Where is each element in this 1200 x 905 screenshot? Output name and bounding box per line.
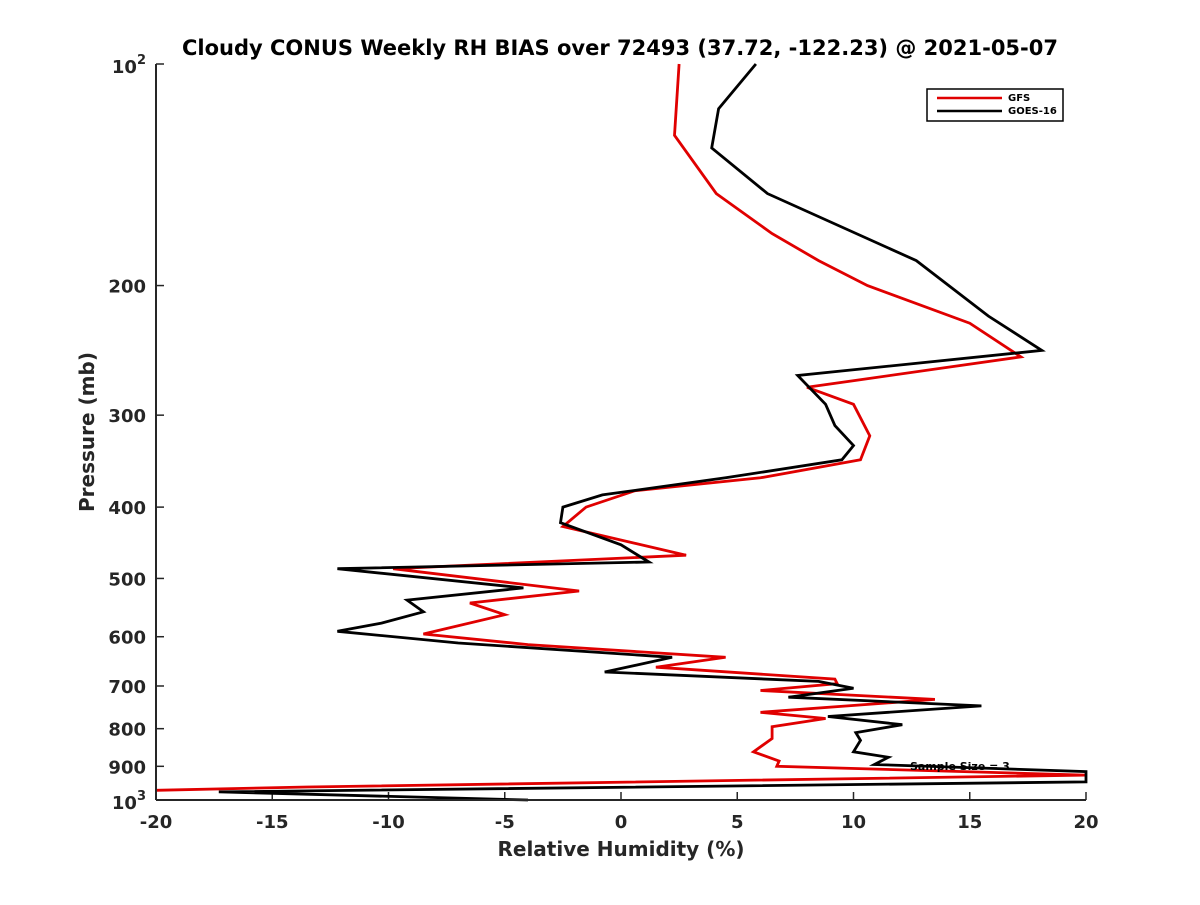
x-tick-label: 10 bbox=[841, 812, 866, 833]
sample-size-annotation: Sample Size = 3 bbox=[910, 760, 1010, 773]
y-tick-labels: 200 300 400 500 600 700 800 900 102 103 bbox=[108, 53, 146, 814]
x-tick-label: -20 bbox=[140, 812, 173, 833]
x-tick-label: 5 bbox=[731, 812, 744, 833]
y-tick-label: 900 bbox=[108, 757, 146, 778]
x-tick-label: 15 bbox=[957, 812, 982, 833]
y-tick-label-power: 102 bbox=[112, 53, 146, 78]
y-tick-label: 800 bbox=[108, 720, 146, 741]
series-line-gfs bbox=[155, 63, 1087, 792]
legend-label-gfs: GFS bbox=[1008, 93, 1030, 104]
y-tick-label: 300 bbox=[108, 406, 146, 427]
x-tick-label: -10 bbox=[372, 812, 405, 833]
x-axis-label: Relative Humidity (%) bbox=[497, 837, 744, 861]
series-lines bbox=[155, 63, 1088, 802]
x-tick-label: -15 bbox=[256, 812, 289, 833]
x-tick-label: 20 bbox=[1073, 812, 1098, 833]
y-axis-label: Pressure (mb) bbox=[75, 352, 99, 512]
x-tick-labels: -20 -15 -10 -5 0 5 10 15 20 bbox=[140, 812, 1099, 833]
tick-marks bbox=[155, 63, 1087, 801]
y-tick-label: 600 bbox=[108, 628, 146, 649]
x-tick-label: -5 bbox=[495, 812, 515, 833]
chart-title: Cloudy CONUS Weekly RH BIAS over 72493 (… bbox=[182, 36, 1058, 60]
y-tick-label: 400 bbox=[108, 498, 146, 519]
series-line-goes16 bbox=[218, 63, 1088, 802]
x-tick-label: 0 bbox=[615, 812, 628, 833]
y-tick-label: 200 bbox=[108, 277, 146, 298]
y-tick-label: 500 bbox=[108, 569, 146, 590]
y-tick-label: 700 bbox=[108, 677, 146, 698]
legend-label-goes16: GOES-16 bbox=[1008, 106, 1057, 117]
legend-box bbox=[926, 88, 1064, 122]
y-tick-label-power: 103 bbox=[112, 789, 146, 814]
legend: GFS GOES-16 bbox=[926, 88, 1064, 122]
